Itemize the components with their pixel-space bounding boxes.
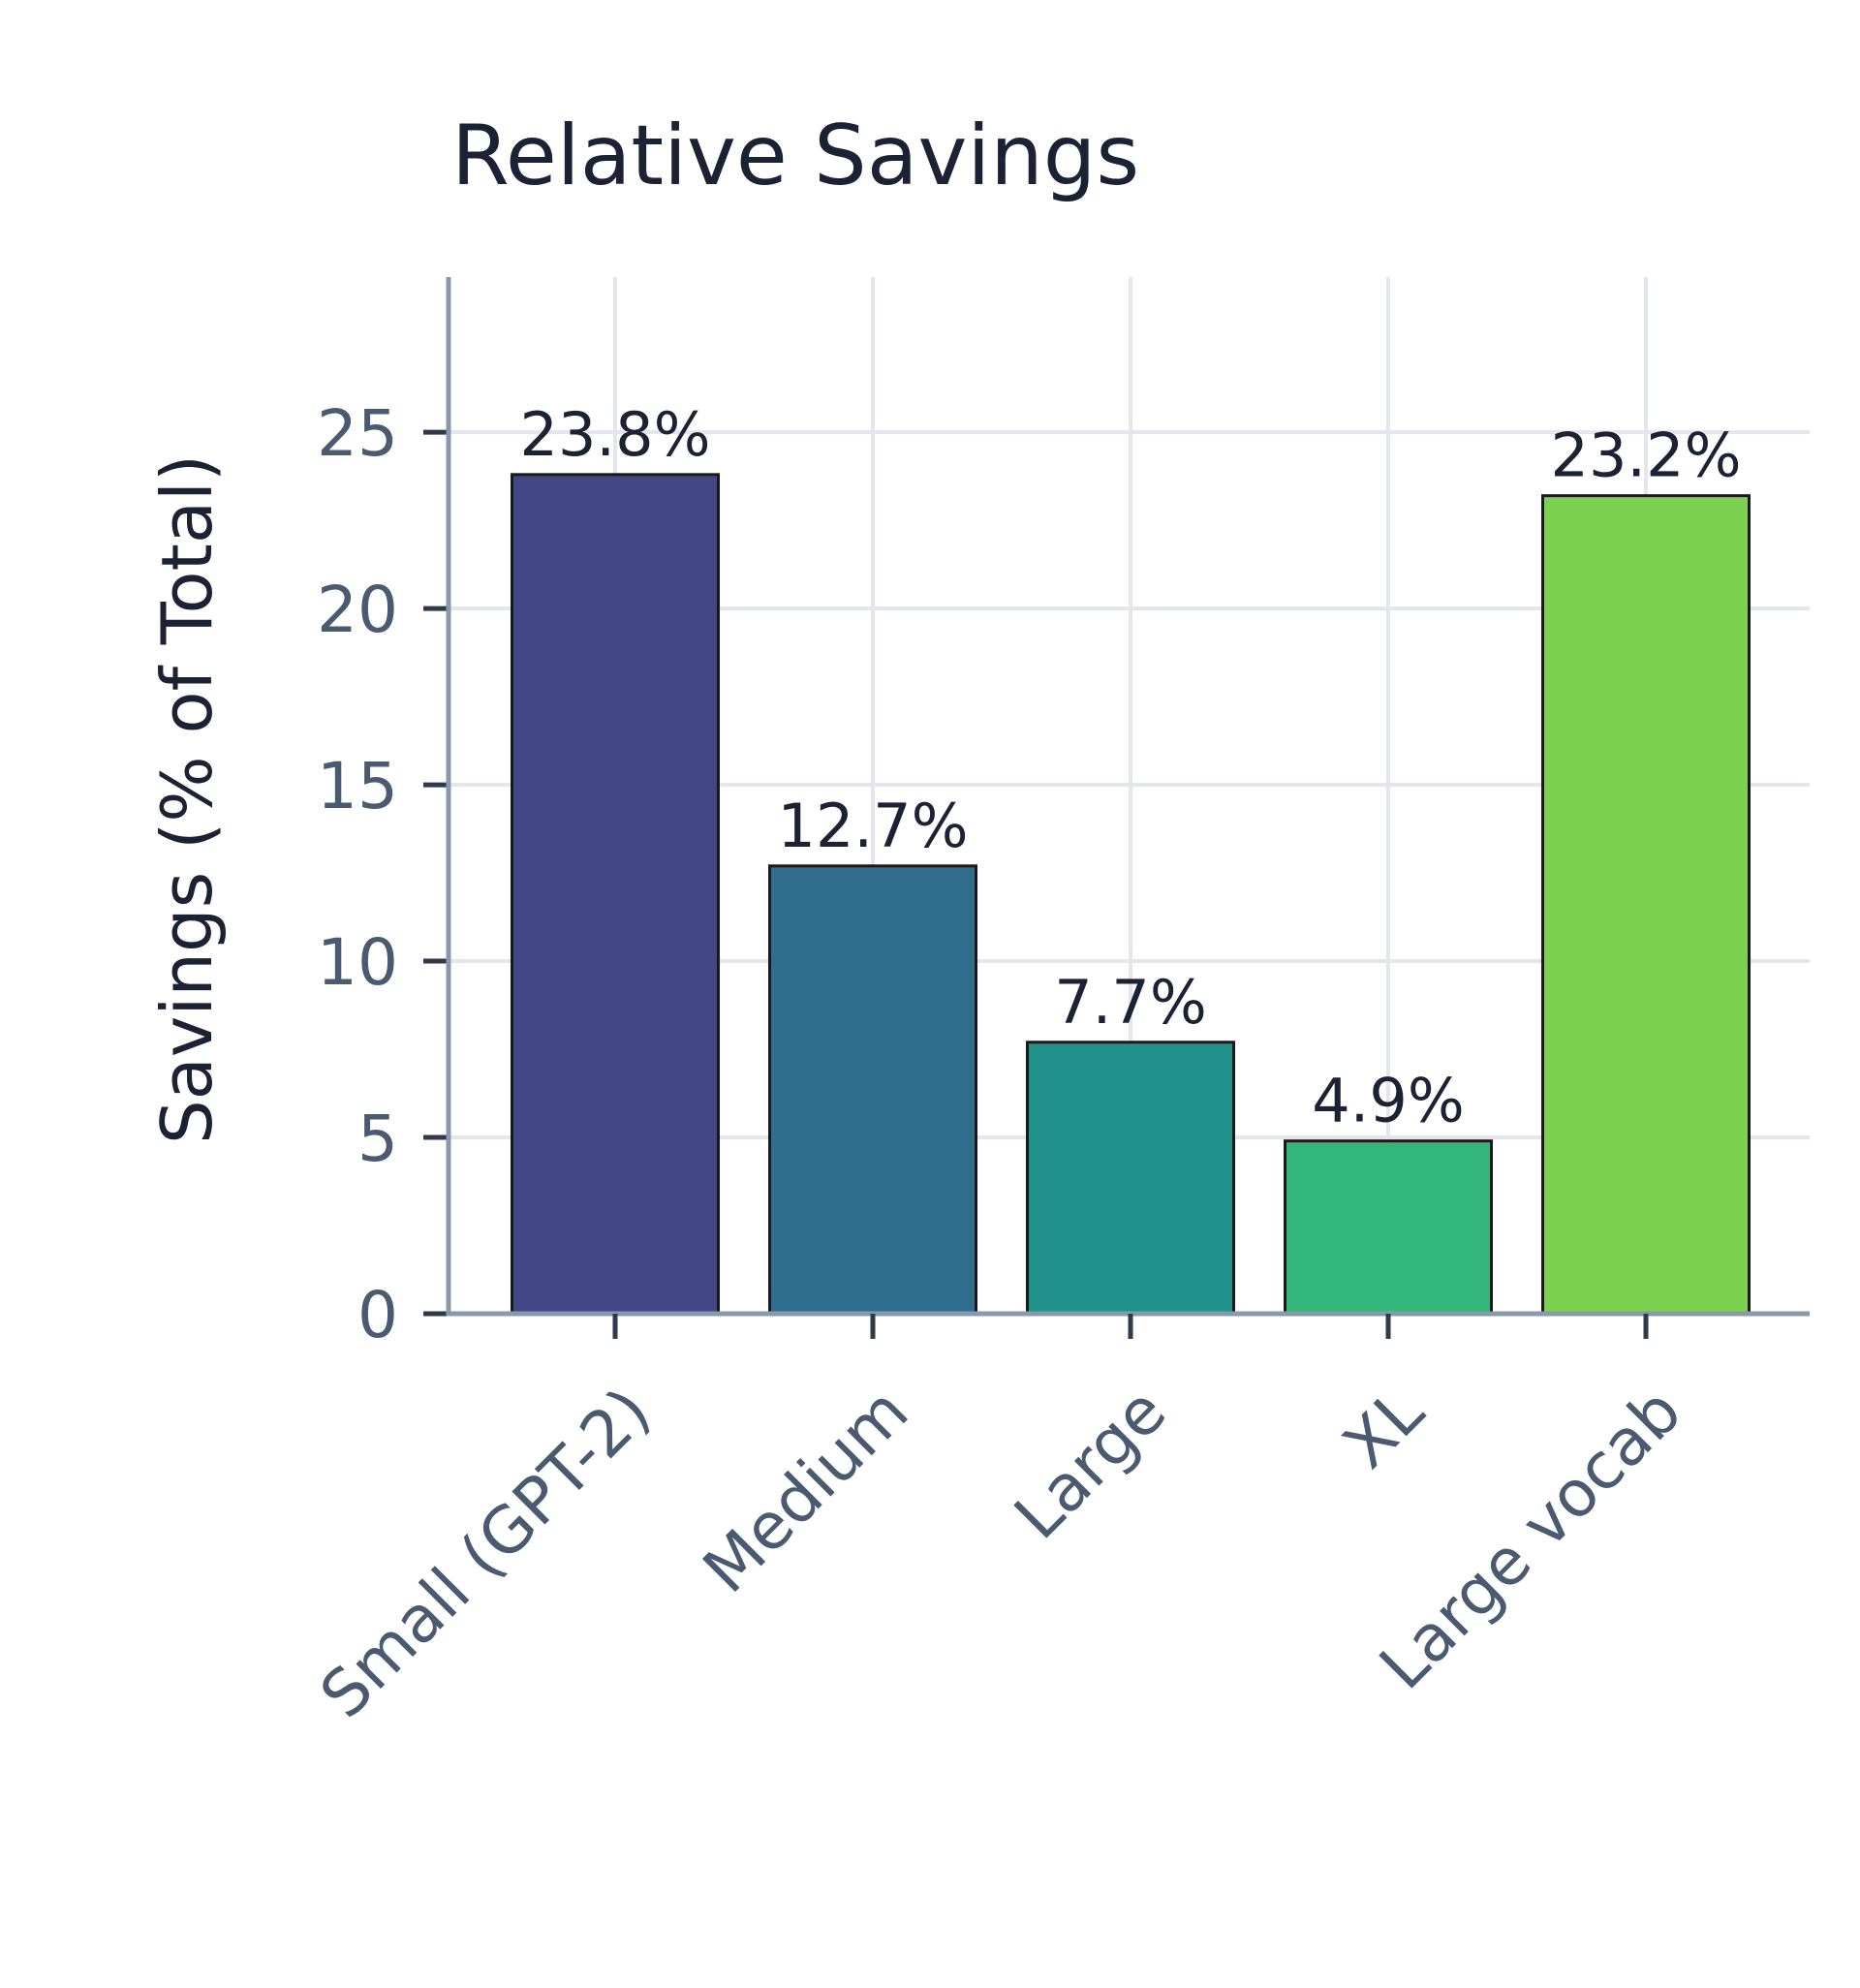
y-axis-label: Savings (% of Total) [146,454,228,1144]
bar [1284,1139,1493,1316]
x-tick-label: XL [1329,1374,1439,1483]
data-label: 23.2% [1551,420,1742,491]
x-tick-label: Small (GPT-2) [306,1374,665,1732]
x-tick-label: Large [1001,1374,1181,1554]
x-tick-label: Medium [689,1374,922,1607]
y-tick-label: 25 [317,396,398,471]
bar [768,864,977,1316]
data-label: 7.7% [1054,967,1207,1038]
y-tick-label: 5 [357,1102,398,1176]
bar [511,473,720,1316]
chart-title: Relative Savings [451,108,1139,204]
y-tick-label: 10 [317,925,398,1000]
y-tick-label: 20 [317,573,398,647]
y-tick-label: 0 [357,1278,398,1352]
data-label: 4.9% [1312,1066,1465,1136]
y-tick-label: 15 [317,749,398,823]
data-label: 23.8% [520,399,711,470]
bar [1026,1041,1235,1316]
bar [1541,494,1751,1316]
data-label: 12.7% [778,791,969,861]
